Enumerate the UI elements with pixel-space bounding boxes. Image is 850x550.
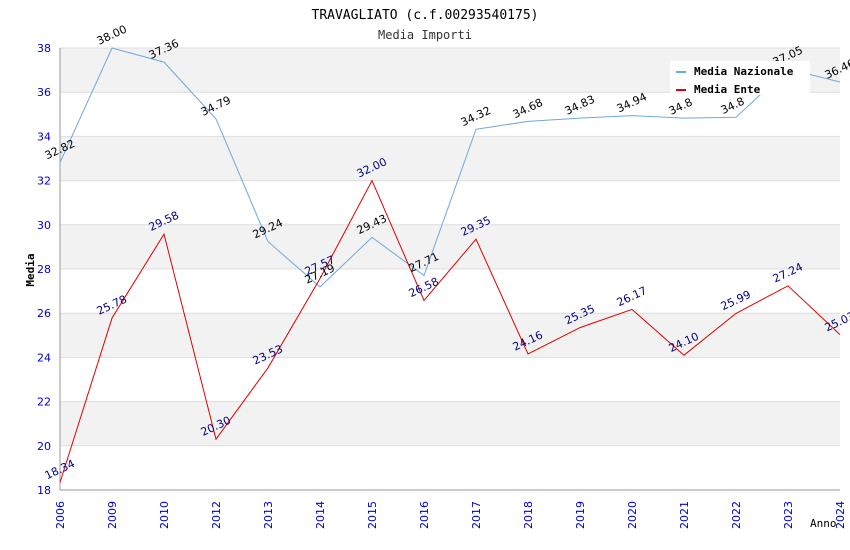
- data-label: 34.8: [719, 95, 747, 117]
- x-tick-label: 2015: [366, 501, 379, 529]
- chart-subtitle: Media Importi: [378, 28, 472, 42]
- data-label: 34.79: [199, 94, 233, 119]
- series-line-ente: [59, 179, 841, 483]
- y-tick-label: 36: [37, 86, 51, 99]
- x-tick-label: 2016: [418, 501, 431, 529]
- data-label: 34.94: [615, 90, 649, 115]
- background-bands: [60, 48, 840, 446]
- grid-band: [60, 313, 840, 358]
- x-tick-label: 2021: [678, 501, 691, 529]
- x-tick-label: 2017: [470, 501, 483, 529]
- y-tick-label: 22: [37, 396, 51, 409]
- data-label: 38.00: [95, 23, 129, 48]
- x-tick-label: 2010: [158, 501, 171, 529]
- x-axis-label: Anno: [810, 517, 837, 530]
- series-line-nazionale: [59, 47, 841, 288]
- x-tick-label: 2024: [834, 501, 847, 529]
- y-tick-label: 30: [37, 219, 51, 232]
- grid-band: [60, 224, 840, 269]
- data-label: 26.58: [407, 275, 441, 300]
- grid-lines: [60, 47, 840, 491]
- y-tick-label: 18: [37, 484, 51, 497]
- x-tick-label: 2014: [314, 501, 327, 529]
- legend-label-ente: Media Ente: [694, 83, 761, 96]
- grid-band: [60, 136, 840, 181]
- data-label: 34.68: [511, 96, 545, 121]
- y-axis-label: Media: [24, 253, 37, 286]
- x-axis-ticks: 2006 2009 2010 2012 2013 2014 2015 2016 2017 2018…: [54, 501, 847, 529]
- plot-frame: [59, 48, 840, 491]
- legend-box: [670, 61, 810, 95]
- y-tick-label: 32: [37, 175, 51, 188]
- x-tick-label: 2020: [626, 501, 639, 529]
- x-tick-label: 2022: [730, 501, 743, 529]
- legend-label-nazionale: Media Nazionale: [694, 65, 794, 78]
- data-label: 34.83: [563, 93, 597, 118]
- series-lines: [59, 47, 841, 483]
- y-tick-label: 28: [37, 263, 51, 276]
- data-label: 34.8: [667, 96, 695, 118]
- x-tick-label: 2019: [574, 501, 587, 529]
- data-label: 25.99: [719, 288, 753, 313]
- x-tick-label: 2013: [262, 501, 275, 529]
- data-label: 34.32: [459, 104, 493, 129]
- grid-band: [60, 401, 840, 446]
- x-tick-label: 2006: [54, 501, 67, 529]
- data-label: 26.17: [615, 284, 649, 309]
- y-tick-label: 20: [37, 440, 51, 453]
- y-tick-label: 34: [37, 130, 51, 143]
- y-tick-label: 24: [37, 351, 51, 364]
- y-axis-ticks: 18 20 22 24 26 28 30 32 34 36 38: [37, 42, 51, 497]
- x-tick-label: 2009: [106, 501, 119, 529]
- x-tick-label: 2018: [522, 501, 535, 529]
- chart-title: TRAVAGLIATO (c.f.00293540175): [312, 8, 539, 23]
- x-tick-label: 2023: [782, 501, 795, 529]
- x-tick-label: 2012: [210, 501, 223, 529]
- y-tick-label: 38: [37, 42, 51, 55]
- legend: Media Nazionale Media Ente: [670, 61, 810, 96]
- y-tick-label: 26: [37, 307, 51, 320]
